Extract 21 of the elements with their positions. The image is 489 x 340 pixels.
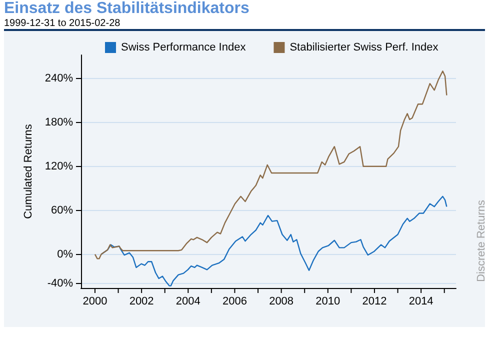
x-tick-label: 2000: [82, 296, 108, 308]
x-tick-label: 2002: [129, 296, 154, 308]
y-tick-label: 0%: [57, 248, 74, 260]
x-tick-label: 2008: [269, 296, 294, 308]
x-tick-label: 2012: [362, 296, 387, 308]
x-tick-label: 2006: [222, 296, 247, 308]
chart-title: Einsatz des Stabilitätsindikators: [4, 0, 250, 18]
y-tick-label: 240%: [44, 72, 74, 84]
line-series: [94, 70, 448, 260]
text: Discrete Returns: [476, 200, 488, 282]
x-tick-label: 2004: [176, 296, 200, 308]
y-tick-label: -40%: [47, 278, 74, 290]
legend-label: Stabilisierter Swiss Perf. Index: [290, 42, 439, 54]
x-tick-label: 2010: [316, 296, 340, 308]
y-axis-title: Cumulated Returns: [22, 124, 34, 219]
y-tick-label: 120%: [44, 160, 74, 172]
chart-subtitle: 1999-12-31 to 2015-02-28: [4, 18, 122, 30]
legend-label: Swiss Performance Index: [121, 42, 246, 54]
y-tick-label: 60%: [50, 204, 74, 216]
x-tick-label: 2014: [408, 296, 434, 308]
y-tick-label: 180%: [44, 116, 74, 128]
